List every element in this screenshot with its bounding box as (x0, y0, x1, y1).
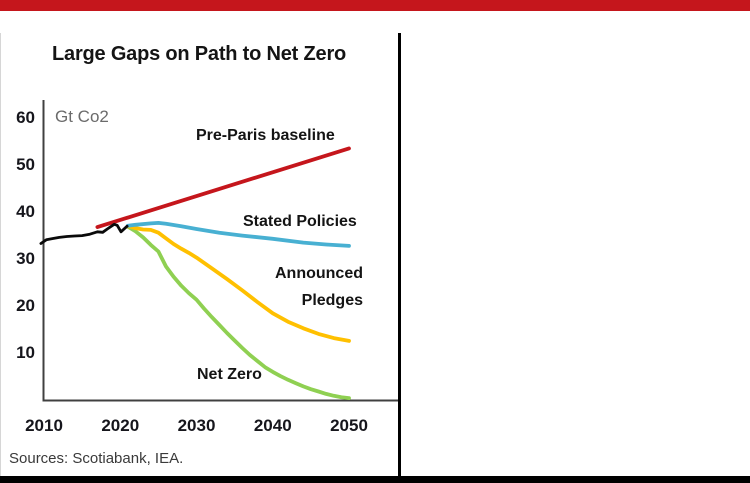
card-right-divider (398, 33, 401, 476)
y-axis-unit-label: Gt Co2 (55, 107, 109, 126)
footer-bar (0, 476, 750, 483)
brand-accent-bar (0, 0, 750, 11)
series-line-net-zero (126, 224, 351, 401)
y-tick-label: 10 (16, 342, 35, 362)
label-announced-line2: Pledges (301, 292, 363, 309)
series-line-announced-pledges (126, 224, 351, 343)
label-net-zero: Net Zero (197, 366, 262, 383)
series-line-historical (39, 222, 129, 245)
label-announced-line1: Announced (275, 265, 363, 282)
label-pre-paris-baseline: Pre-Paris baseline (196, 127, 335, 144)
label-announced-pledges: Announced Pledges (262, 260, 363, 314)
y-tick-label: 40 (16, 202, 35, 222)
series-line-pre-paris (95, 146, 351, 230)
x-tick-label: 2050 (330, 416, 368, 435)
y-tick-label: 60 (16, 108, 35, 128)
x-tick-label: 2010 (25, 416, 63, 435)
chart-card (0, 33, 399, 476)
x-tick-label: 2040 (253, 416, 292, 435)
source-note: Sources: Scotiabank, IEA. (9, 450, 184, 467)
y-tick-label: 50 (16, 155, 35, 175)
label-stated-policies: Stated Policies (243, 213, 357, 230)
y-tick-label: 20 (16, 295, 35, 315)
y-tick-label: 30 (16, 248, 35, 268)
chart-title: Large Gaps on Path to Net Zero (52, 43, 347, 65)
series-line-stated-policies (126, 220, 351, 248)
x-tick-label: 2030 (177, 416, 216, 435)
x-tick-label: 2020 (101, 416, 140, 435)
